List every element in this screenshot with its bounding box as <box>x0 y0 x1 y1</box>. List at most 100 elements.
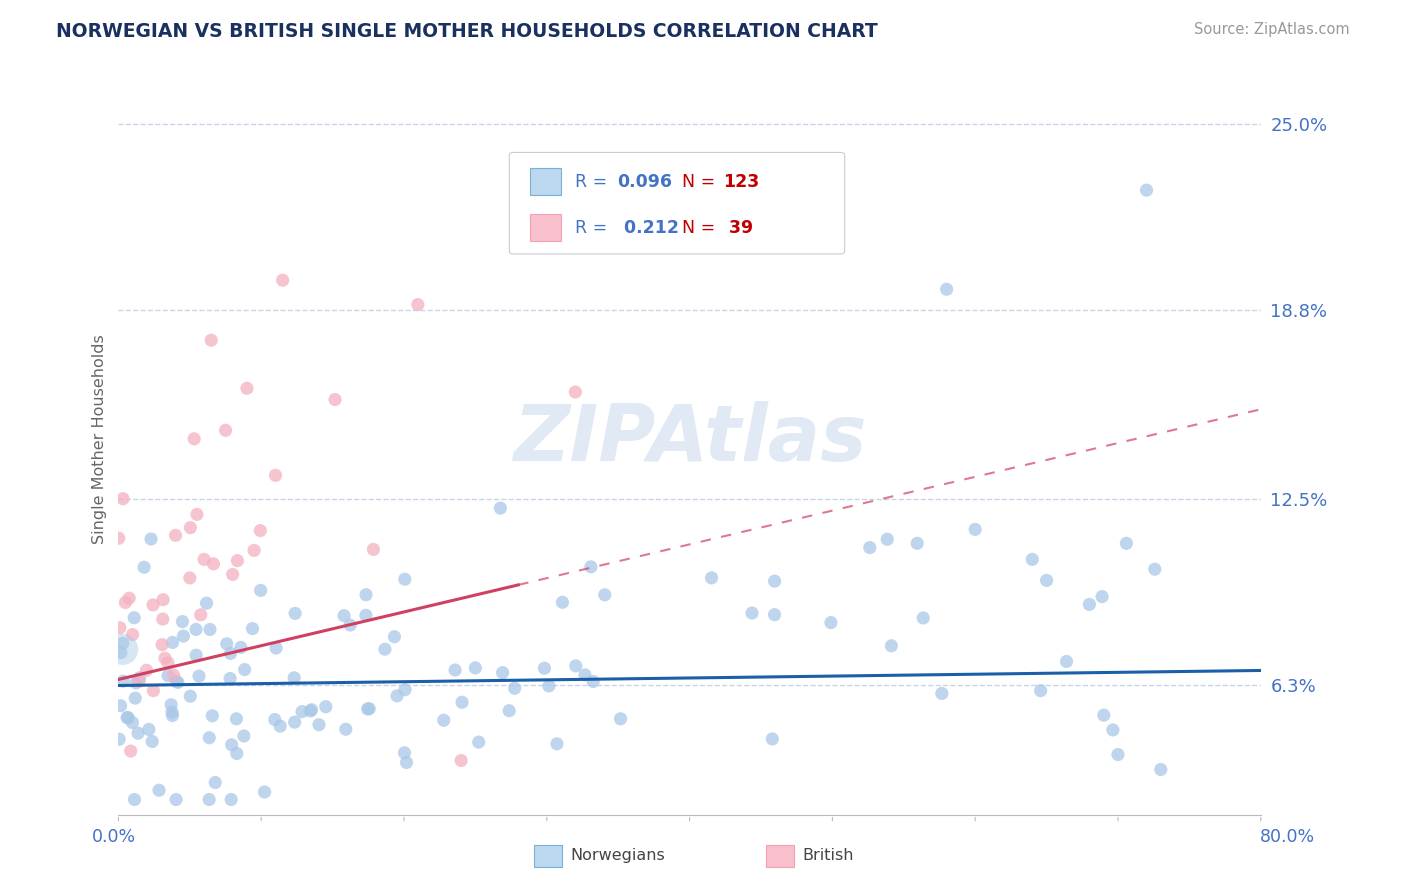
Point <box>741 606 763 620</box>
Point <box>204 775 226 789</box>
Point <box>315 699 337 714</box>
Point <box>546 737 568 751</box>
Point <box>1091 590 1114 604</box>
Point <box>880 639 903 653</box>
Text: British: British <box>803 848 855 863</box>
Point <box>121 627 143 641</box>
Point <box>574 668 596 682</box>
Text: R =: R = <box>575 173 613 191</box>
Point <box>264 468 287 483</box>
Text: N =: N = <box>682 219 721 237</box>
Point <box>179 521 201 535</box>
Point <box>1150 763 1173 777</box>
Point <box>912 611 935 625</box>
Point <box>172 629 194 643</box>
Point <box>152 612 174 626</box>
Point <box>183 432 205 446</box>
Point <box>284 715 307 730</box>
Point <box>127 726 149 740</box>
Point <box>498 704 520 718</box>
Point <box>464 661 486 675</box>
Point <box>107 531 129 545</box>
Point <box>565 658 588 673</box>
Point <box>491 665 513 680</box>
Point <box>283 671 305 685</box>
Point <box>467 735 489 749</box>
Point <box>450 754 472 768</box>
Point <box>110 698 132 713</box>
Point <box>1078 598 1101 612</box>
Point <box>291 705 314 719</box>
Point <box>394 682 416 697</box>
Point <box>354 608 377 623</box>
Text: 0.0%: 0.0% <box>91 828 135 846</box>
Text: N =: N = <box>682 173 721 191</box>
Point <box>165 674 187 689</box>
Point <box>188 669 211 683</box>
Point <box>1021 552 1043 566</box>
Point <box>1115 536 1137 550</box>
Point <box>221 567 243 582</box>
Point <box>162 668 184 682</box>
Point <box>184 623 207 637</box>
Point <box>763 607 786 622</box>
Text: Norwegians: Norwegians <box>571 848 665 863</box>
Text: Source: ZipAtlas.com: Source: ZipAtlas.com <box>1194 22 1350 37</box>
Point <box>859 541 882 555</box>
Point <box>193 552 215 566</box>
Point <box>141 734 163 748</box>
Point <box>537 679 560 693</box>
Point <box>226 554 249 568</box>
Point <box>195 596 218 610</box>
Point <box>249 583 271 598</box>
Point <box>451 695 474 709</box>
Point <box>225 747 247 761</box>
Point <box>148 783 170 797</box>
Text: NORWEGIAN VS BRITISH SINGLE MOTHER HOUSEHOLDS CORRELATION CHART: NORWEGIAN VS BRITISH SINGLE MOTHER HOUSE… <box>56 22 877 41</box>
Point <box>1035 574 1057 588</box>
Point <box>354 588 377 602</box>
Point <box>820 615 842 630</box>
Point <box>299 704 322 718</box>
Point <box>118 591 141 606</box>
Point <box>142 683 165 698</box>
Point <box>162 708 184 723</box>
Point <box>761 731 783 746</box>
Text: 0.212: 0.212 <box>617 219 679 237</box>
Point <box>564 384 586 399</box>
Point <box>301 703 323 717</box>
Point <box>905 536 928 550</box>
Point <box>152 592 174 607</box>
Point <box>395 756 418 770</box>
Point <box>114 595 136 609</box>
Point <box>124 691 146 706</box>
Point <box>128 674 150 689</box>
Point <box>150 638 173 652</box>
Point <box>186 508 208 522</box>
Point <box>111 642 134 657</box>
Point <box>115 710 138 724</box>
Point <box>156 656 179 670</box>
Text: 123: 123 <box>723 173 759 191</box>
Point <box>142 598 165 612</box>
Point <box>233 663 256 677</box>
Point <box>363 542 385 557</box>
Point <box>165 528 187 542</box>
Point <box>162 635 184 649</box>
Text: 80.0%: 80.0% <box>1260 828 1315 846</box>
Point <box>232 729 254 743</box>
Point <box>271 273 294 287</box>
Point <box>128 671 150 685</box>
Point <box>356 702 378 716</box>
Point <box>406 297 429 311</box>
Point <box>125 676 148 690</box>
Point <box>533 661 555 675</box>
Point <box>157 668 180 682</box>
Point <box>167 675 190 690</box>
Point <box>385 689 408 703</box>
Point <box>219 672 242 686</box>
Point <box>111 674 134 689</box>
Point <box>219 646 242 660</box>
Point <box>179 571 201 585</box>
Point <box>243 543 266 558</box>
